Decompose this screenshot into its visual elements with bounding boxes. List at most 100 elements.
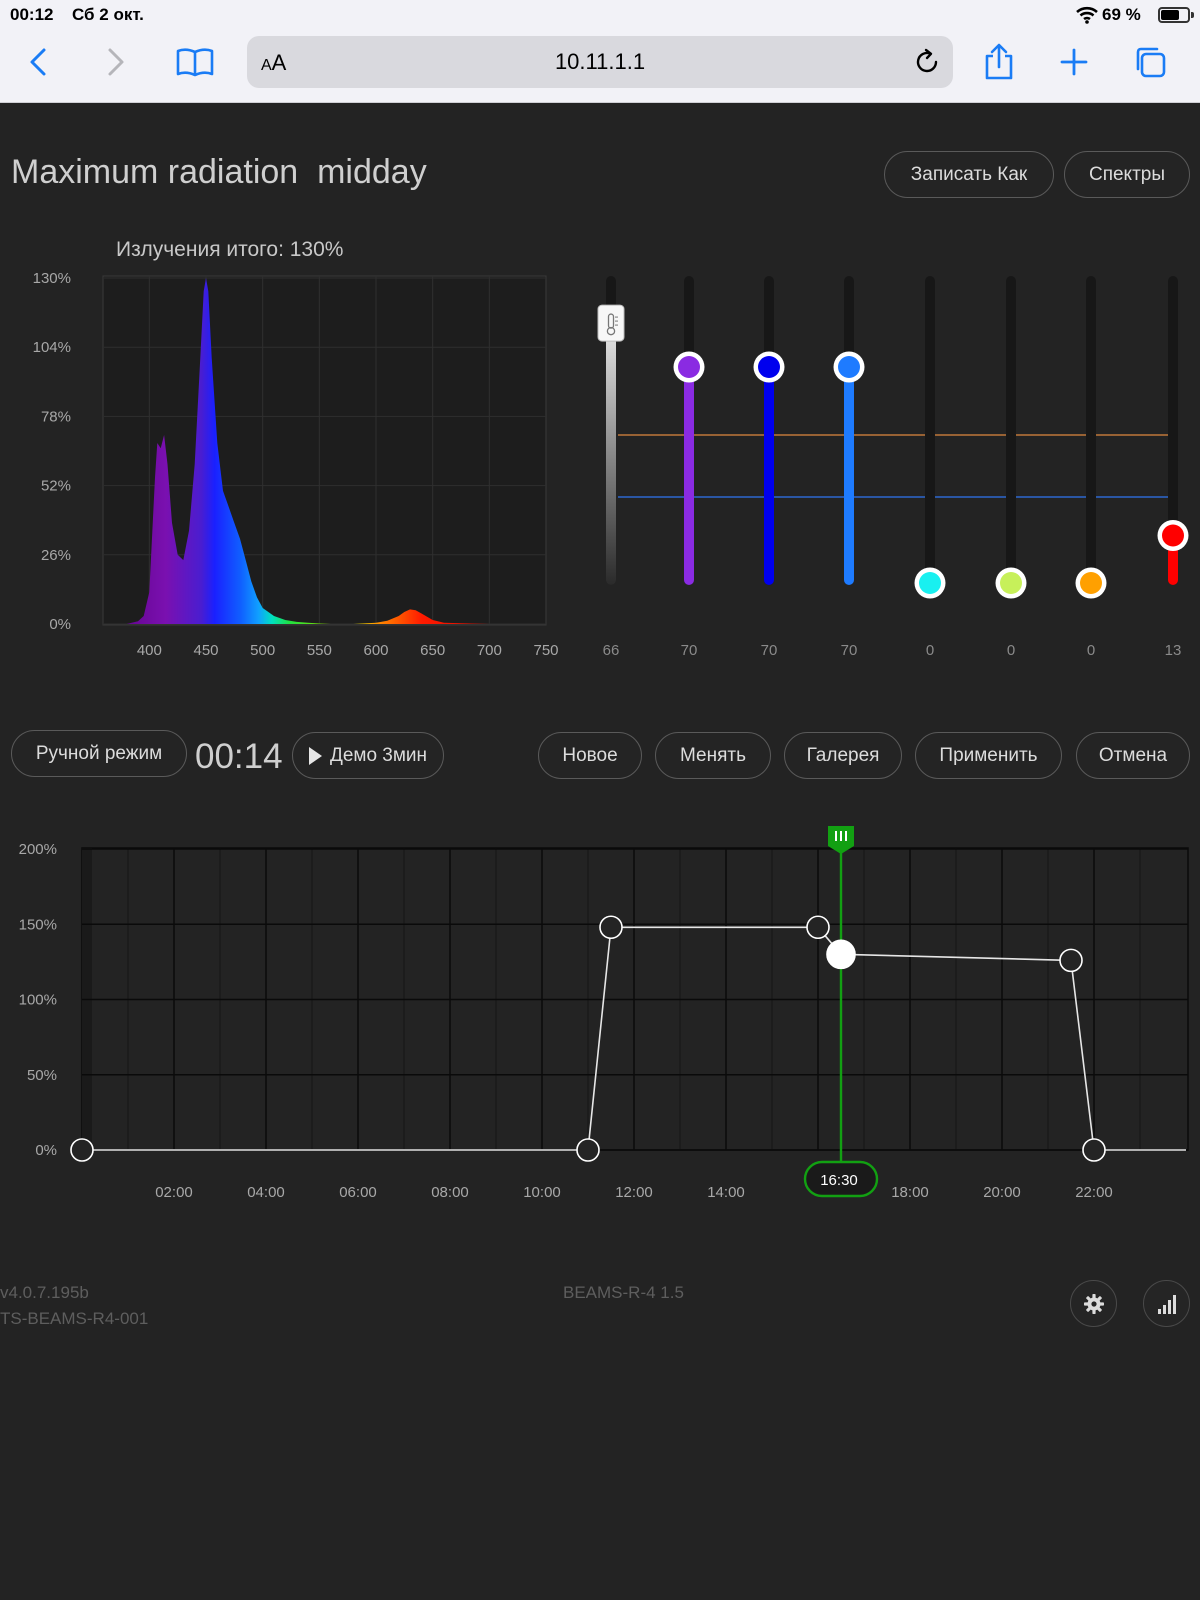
spectrum-x-tick: 500: [250, 642, 275, 659]
schedule-y-tick: 100%: [19, 992, 57, 1009]
schedule-x-tick: 18:00: [891, 1184, 929, 1201]
book-icon: [176, 48, 214, 77]
schedule-y-tick: 150%: [19, 916, 57, 933]
page-title: Maximum radiation midday: [11, 153, 427, 191]
spectrum-y-tick: 26%: [41, 547, 71, 564]
tabs-button[interactable]: [1128, 42, 1172, 82]
gear-icon: [1083, 1293, 1104, 1314]
share-icon: [985, 43, 1013, 80]
time-cursor-label[interactable]: 16:30: [803, 1160, 879, 1198]
spectrum-x-tick: 450: [193, 642, 218, 659]
slider-value: 0: [1087, 642, 1095, 659]
change-button[interactable]: Менять: [655, 732, 771, 779]
schedule-x-tick: 04:00: [247, 1184, 285, 1201]
slider-value: 70: [841, 642, 858, 659]
chevron-left-icon: [30, 48, 46, 76]
spectrum-x-tick: 600: [363, 642, 388, 659]
slider-track: [925, 276, 935, 585]
timer-display: 00:14: [195, 737, 283, 776]
slider-value: 66: [603, 642, 620, 659]
new-button[interactable]: Новое: [538, 732, 642, 779]
spectrum-title: Излучения итого: 130%: [116, 238, 344, 261]
reload-icon[interactable]: [915, 48, 941, 81]
settings-button[interactable]: [1070, 1280, 1117, 1327]
spectrum-area: [104, 278, 546, 624]
slider-value: 70: [681, 642, 698, 659]
schedule-point[interactable]: [70, 1138, 94, 1162]
wifi-icon: [1076, 6, 1098, 29]
spectrum-x-tick: 750: [533, 642, 558, 659]
battery-icon: [1158, 7, 1194, 23]
schedule-point[interactable]: [576, 1138, 600, 1162]
status-bar: 00:12 Сб 2 окт. 69 %: [0, 0, 1200, 30]
slider-fill: [764, 367, 774, 585]
schedule-point[interactable]: [826, 939, 856, 970]
schedule-y-tick: 50%: [27, 1067, 57, 1084]
slider-track: [1006, 276, 1016, 585]
schedule-x-tick: 12:00: [615, 1184, 653, 1201]
new-tab-button[interactable]: [1052, 42, 1096, 82]
chevron-right-icon: [108, 48, 124, 76]
slider-temperature[interactable]: 66: [597, 276, 625, 659]
model-text: BEAMS-R-4 1.5: [563, 1283, 684, 1302]
spectrum-y-tick: 0%: [49, 616, 71, 633]
schedule-x-tick: 22:00: [1075, 1184, 1113, 1201]
slider-violet[interactable]: 70: [673, 276, 705, 659]
spectrum-x-tick: 650: [420, 642, 445, 659]
battery-text: 69 %: [1102, 5, 1141, 24]
schedule-x-tick: 14:00: [707, 1184, 745, 1201]
time-cursor-handle[interactable]: [828, 826, 854, 854]
tabs-icon: [1136, 47, 1166, 78]
slider-track: [1168, 276, 1178, 585]
demo-button[interactable]: Демо 3мин: [292, 732, 444, 779]
schedule-point[interactable]: [806, 915, 830, 940]
schedule-y-tick: 200%: [19, 841, 57, 858]
spectrum-y-tick: 78%: [41, 408, 71, 425]
gallery-button[interactable]: Галерея: [784, 732, 902, 779]
text-size-button[interactable]: AA: [261, 50, 287, 75]
spectra-button[interactable]: Спектры: [1064, 151, 1190, 198]
spectrum-y-tick: 130%: [33, 270, 71, 287]
schedule-y-tick: 0%: [35, 1142, 57, 1159]
thermometer-icon[interactable]: [597, 304, 625, 342]
schedule-x-tick: 02:00: [155, 1184, 193, 1201]
share-button[interactable]: [977, 42, 1021, 82]
schedule-point[interactable]: [599, 915, 623, 940]
slider-light-blue[interactable]: 70: [833, 276, 865, 659]
slider-fill: [606, 313, 616, 585]
schedule-line: [82, 926, 1186, 1151]
back-button[interactable]: [17, 42, 61, 82]
schedule-x-tick: 10:00: [523, 1184, 561, 1201]
plus-icon: [1060, 48, 1088, 76]
status-time: 00:12: [10, 5, 54, 24]
cancel-button[interactable]: Отмена: [1076, 732, 1190, 779]
slider-cyan[interactable]: 0: [914, 276, 946, 659]
slider-value: 0: [1007, 642, 1015, 659]
slider-amber[interactable]: 0: [1075, 276, 1107, 659]
slider-blue[interactable]: 70: [753, 276, 785, 659]
status-date: Сб 2 окт.: [72, 5, 144, 24]
slider-red[interactable]: 13: [1157, 276, 1189, 659]
forward-button[interactable]: [93, 42, 137, 82]
schedule-point[interactable]: [1082, 1138, 1106, 1162]
device-id-text: TS-BEAMS-R4-001: [0, 1309, 149, 1328]
save-as-button[interactable]: Записать Как: [884, 151, 1054, 198]
slider-value: 0: [926, 642, 934, 659]
demo-label: Демо 3мин: [329, 744, 428, 766]
slider-track: [1086, 276, 1096, 585]
bookmarks-button[interactable]: [173, 42, 217, 82]
signal-button[interactable]: [1143, 1280, 1190, 1327]
manual-mode-button[interactable]: Ручной режим: [11, 730, 187, 777]
spectrum-y-tick: 104%: [33, 339, 71, 356]
slider-lime[interactable]: 0: [995, 276, 1027, 659]
schedule-point[interactable]: [1059, 948, 1083, 973]
spectrum-x-tick: 400: [137, 642, 162, 659]
play-icon: [308, 746, 322, 765]
apply-button[interactable]: Применить: [915, 732, 1062, 779]
spectrum-x-tick: 700: [477, 642, 502, 659]
slider-value: 13: [1165, 642, 1182, 659]
url-text: 10.11.1.1: [554, 49, 646, 74]
address-bar[interactable]: AA 10.11.1.1: [247, 36, 953, 88]
version-text: v4.0.7.195b: [0, 1283, 89, 1302]
schedule-x-tick: 06:00: [339, 1184, 377, 1201]
